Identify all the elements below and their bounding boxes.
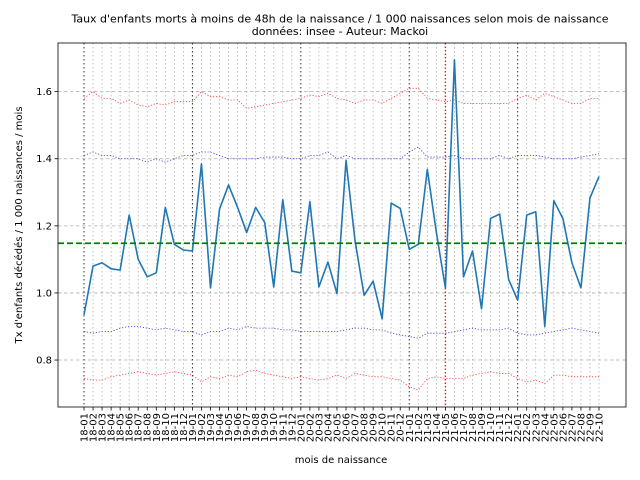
y-tick-label: 0.8 xyxy=(36,356,52,367)
series-line-lower-99 xyxy=(83,369,599,391)
x-axis-label: mois de naissance xyxy=(295,455,388,466)
x-tick-label: 22-06 xyxy=(558,413,569,442)
x-tick-label: 21-06 xyxy=(450,413,461,442)
x-tick-label: 20-09 xyxy=(369,413,380,442)
y-tick-label: 1.4 xyxy=(36,154,52,165)
x-tick-label: 18-02 xyxy=(89,413,100,442)
x-tick-label: 20-04 xyxy=(323,413,334,442)
y-axis-label: Tx d'enfants décédés / 1 000 naissances … xyxy=(13,106,25,344)
x-tick-label: 19-09 xyxy=(260,413,271,442)
x-tick-label: 18-05 xyxy=(116,413,127,442)
x-tick-label: 21-01 xyxy=(405,413,416,442)
x-tick-label: 20-06 xyxy=(342,413,353,442)
x-tick-label: 19-10 xyxy=(269,413,280,442)
x-tick-label: 21-10 xyxy=(486,413,497,442)
x-tick-label: 18-08 xyxy=(143,413,154,442)
x-tick-label: 18-10 xyxy=(161,413,172,442)
x-tick-label: 22-08 xyxy=(576,413,587,442)
x-axis: 18-0118-0218-0318-0418-0518-0618-0718-08… xyxy=(80,407,606,442)
x-tick-label: 19-05 xyxy=(224,413,235,442)
x-tick-label: 20-03 xyxy=(314,413,325,442)
x-tick-label: 18-01 xyxy=(80,413,91,442)
x-tick-label: 19-11 xyxy=(278,413,289,442)
y-tick-label: 1.2 xyxy=(36,221,52,232)
x-tick-label: 22-04 xyxy=(540,413,551,442)
x-tick-label: 20-10 xyxy=(378,413,389,442)
y-axis: 0.8 1.0 1.2 1.4 1.6 xyxy=(36,87,58,367)
x-tick-label: 18-07 xyxy=(134,413,145,442)
x-tick-label: 18-09 xyxy=(152,413,163,442)
plot-area xyxy=(58,43,626,407)
x-tick-label: 21-08 xyxy=(468,413,479,442)
x-tick-label: 19-01 xyxy=(188,413,199,442)
x-tick-label: 19-07 xyxy=(242,413,253,442)
x-tick-label: 22-10 xyxy=(595,413,606,442)
x-tick-label: 18-12 xyxy=(179,413,190,442)
x-tick-label: 19-02 xyxy=(197,413,208,442)
x-tick-label: 22-07 xyxy=(567,413,578,442)
x-tick-label: 22-09 xyxy=(585,413,596,442)
x-tick-label: 19-08 xyxy=(251,413,262,442)
x-tick-label: 20-12 xyxy=(396,413,407,442)
series-line-upper-99 xyxy=(83,87,599,109)
x-tick-label: 21-04 xyxy=(432,413,443,442)
x-tick-label: 19-06 xyxy=(233,413,244,442)
series-line-main xyxy=(83,58,600,328)
x-tick-label: 22-01 xyxy=(513,413,524,442)
x-tick-label: 21-05 xyxy=(441,413,452,442)
x-tick-label: 19-03 xyxy=(206,413,217,442)
x-tick-label: 21-11 xyxy=(495,413,506,442)
series-line-lower-95 xyxy=(83,326,600,339)
x-tick-label: 22-05 xyxy=(549,413,560,442)
x-tick-label: 22-02 xyxy=(522,413,533,442)
x-tick-label: 20-05 xyxy=(332,413,343,442)
x-tick-label: 20-02 xyxy=(305,413,316,442)
x-tick-label: 20-08 xyxy=(360,413,371,442)
x-tick-label: 22-03 xyxy=(531,413,542,442)
x-tick-label: 18-06 xyxy=(125,413,136,442)
x-tick-label: 18-11 xyxy=(170,413,181,442)
x-tick-label: 20-07 xyxy=(351,413,362,442)
chart-subtitle: données: insee - Auteur: Mackoi xyxy=(252,25,429,38)
x-tick-label: 21-09 xyxy=(477,413,488,442)
x-tick-label: 21-03 xyxy=(423,413,434,442)
x-tick-label: 21-07 xyxy=(459,413,470,442)
series-line-upper-95 xyxy=(83,146,600,163)
x-tick-label: 21-12 xyxy=(504,413,515,442)
x-tick-label: 18-04 xyxy=(107,413,118,442)
plot-frame xyxy=(57,42,627,408)
x-tick-label: 21-02 xyxy=(414,413,425,442)
x-tick-label: 20-11 xyxy=(387,413,398,442)
y-tick-label: 1.6 xyxy=(36,87,52,98)
x-tick-label: 19-12 xyxy=(287,413,298,442)
x-tick-label: 19-04 xyxy=(215,413,226,442)
x-tick-label: 18-03 xyxy=(98,413,109,442)
chart-title: Taux d'enfants morts à moins de 48h de l… xyxy=(70,13,608,26)
y-tick-label: 1.0 xyxy=(36,288,52,299)
x-tick-label: 20-01 xyxy=(296,413,307,442)
